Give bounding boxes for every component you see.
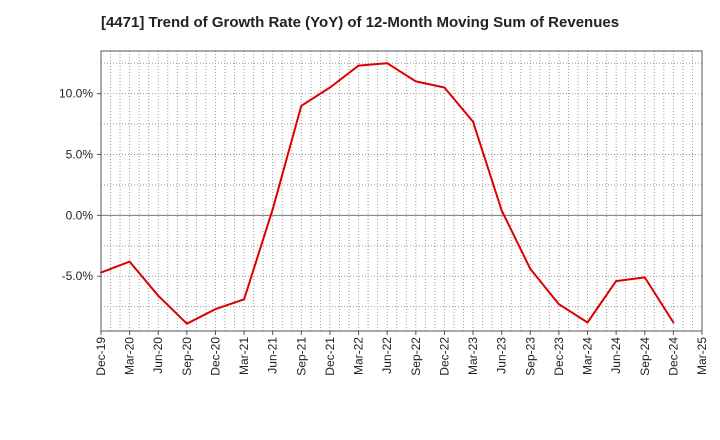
- y-tick-label: 10.0%: [59, 87, 93, 101]
- x-tick-label: Mar-21: [237, 337, 251, 375]
- data-point: [185, 322, 188, 325]
- data-point: [357, 64, 360, 67]
- data-point: [500, 209, 503, 212]
- data-point: [128, 260, 131, 263]
- data-point: [557, 303, 560, 306]
- x-tick-label: Dec-21: [323, 337, 337, 376]
- tick-labels: -5.0% 0.0% 5.0% 10.0% Dec-19 Mar-20 Jun-20 Sep-…: [59, 87, 709, 376]
- x-tick-label: Dec-19: [94, 337, 108, 376]
- x-tick-label: Jun-23: [495, 337, 509, 374]
- y-tick-label: 0.0%: [66, 208, 94, 222]
- data-point: [586, 321, 589, 324]
- series-lines: [100, 62, 675, 325]
- x-tick-label: Jun-22: [380, 337, 394, 374]
- x-tick-label: Jun-21: [266, 337, 280, 374]
- x-tick-label: Jun-20: [151, 337, 165, 374]
- data-point: [271, 208, 274, 211]
- data-point: [214, 308, 217, 311]
- x-tick-label: Sep-21: [294, 337, 308, 376]
- data-point: [443, 86, 446, 89]
- x-tick-label: Dec-24: [666, 337, 680, 376]
- data-point: [300, 104, 303, 107]
- x-tick-label: Dec-22: [437, 337, 451, 376]
- x-tick-label: Mar-23: [466, 337, 480, 375]
- x-tick-label: Sep-23: [523, 337, 537, 376]
- plot-frame: [100, 50, 703, 332]
- data-point: [472, 120, 475, 123]
- x-tick-label: Sep-22: [409, 337, 423, 376]
- y-tick-label: 5.0%: [66, 147, 94, 161]
- data-point: [157, 294, 160, 297]
- data-point: [414, 80, 417, 83]
- data-point: [328, 86, 331, 89]
- axes: [97, 50, 703, 335]
- data-point: [672, 321, 675, 324]
- x-tick-label: Mar-24: [581, 337, 595, 375]
- data-point: [243, 298, 246, 301]
- grid: [101, 51, 702, 331]
- x-tick-label: Dec-20: [208, 337, 222, 376]
- x-tick-label: Sep-24: [638, 337, 652, 376]
- data-point: [615, 280, 618, 283]
- x-tick-label: Sep-20: [180, 337, 194, 376]
- data-point: [529, 267, 532, 270]
- x-tick-label: Jun-24: [609, 337, 623, 374]
- data-point: [386, 62, 389, 65]
- data-point: [643, 276, 646, 279]
- x-tick-label: Mar-22: [352, 337, 366, 375]
- x-tick-label: Dec-23: [552, 337, 566, 376]
- x-tick-label: Mar-20: [123, 337, 137, 375]
- x-tick-label: Mar-25: [695, 337, 709, 375]
- chart-title: [4471] Trend of Growth Rate (YoY) of 12-…: [100, 14, 620, 31]
- y-tick-label: -5.0%: [62, 269, 94, 283]
